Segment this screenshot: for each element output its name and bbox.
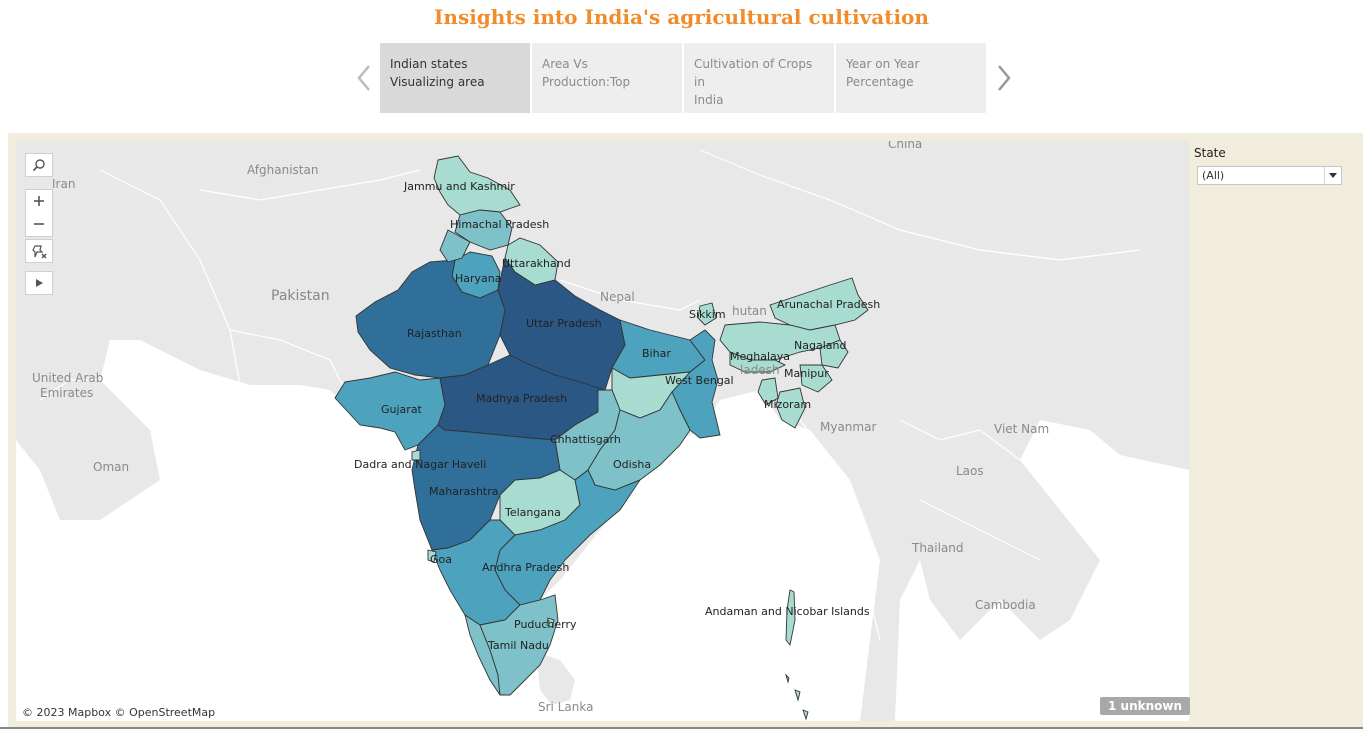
state-label-maharashtra: Maharashtra (429, 485, 499, 498)
previous-story-button[interactable] (352, 43, 380, 113)
state-label-dadra-nagar-haveli: Dadra and Nagar Haveli (354, 458, 486, 471)
country-label-uae-line1: United Arab (32, 371, 103, 385)
play-icon (36, 279, 43, 287)
state-label-himachal-pradesh: Himachal Pradesh (450, 218, 549, 231)
state-label-rajasthan: Rajasthan (407, 327, 462, 340)
state-tripura[interactable] (757, 377, 779, 406)
state-filter-dropdown[interactable]: (All) (1197, 166, 1342, 185)
story-tab-year-on-year[interactable]: Year on Year Percentage (836, 43, 986, 113)
country-label-iran: Iran (52, 177, 75, 191)
state-label-andhra-pradesh: Andhra Pradesh (482, 561, 569, 574)
chevron-right-icon (998, 65, 1011, 91)
story-tab-indian-states[interactable]: Indian states Visualizing area (380, 43, 530, 113)
country-label-vietnam: Viet Nam (994, 422, 1049, 436)
state-label-uttar-pradesh: Uttar Pradesh (526, 317, 602, 330)
state-label-gujarat: Gujarat (381, 403, 423, 416)
state-label-haryana: Haryana (455, 272, 502, 285)
state-label-manipur: Manipur (784, 367, 829, 380)
country-label-bhutan: hutan (732, 304, 767, 318)
country-label-nepal: Nepal (600, 290, 635, 304)
state-filter-label: State (1194, 146, 1226, 160)
country-label-pakistan: Pakistan (271, 288, 330, 304)
state-label-madhya-pradesh: Madhya Pradesh (476, 392, 567, 405)
map-attribution[interactable]: © 2023 Mapbox © OpenStreetMap (22, 706, 216, 719)
state-dadra-nagar-haveli[interactable] (411, 449, 421, 461)
state-filter-value: (All) (1202, 169, 1225, 182)
pin-reset-icon (32, 245, 47, 259)
country-label-china: China (888, 141, 922, 151)
search-icon (32, 159, 45, 172)
map-zoom-in-button[interactable] (25, 189, 53, 213)
zoom-in-icon (34, 196, 44, 206)
map-zoom-out-button[interactable] (25, 213, 53, 237)
zoom-out-icon (34, 223, 44, 225)
india-states (334, 155, 869, 721)
state-sikkim[interactable] (697, 302, 717, 326)
state-label-jammu-kashmir: Jammu and Kashmir (403, 180, 515, 193)
state-goa[interactable] (427, 549, 437, 563)
state-label-mizoram: Mizoram (764, 398, 811, 411)
state-label-puducherry: Puducherry (514, 618, 577, 631)
state-label-bihar: Bihar (642, 347, 671, 360)
state-label-telangana: Telangana (504, 506, 561, 519)
state-label-goa: Goa (430, 553, 452, 566)
state-label-chhattisgarh: Chhattisgarh (550, 433, 621, 446)
chevron-left-icon (357, 65, 370, 91)
country-label-bangladesh: ladesh (740, 363, 780, 377)
land-arabia (16, 395, 130, 520)
unknown-locations-badge[interactable]: 1 unknown (1100, 697, 1191, 715)
state-meghalaya[interactable] (729, 351, 787, 373)
state-label-tamil-nadu: Tamil Nadu (487, 639, 549, 652)
caret-down-icon (1329, 173, 1337, 178)
bottom-border (0, 727, 1363, 729)
country-label-oman: Oman (93, 460, 129, 474)
state-mizoram[interactable] (775, 387, 806, 429)
state-filter-caret[interactable] (1324, 167, 1341, 184)
state-label-arunachal-pradesh: Arunachal Pradesh (777, 298, 880, 311)
country-label-sri-lanka: Sri Lanka (538, 700, 593, 714)
country-label-cambodia: Cambodia (975, 598, 1036, 612)
map-canvas[interactable]: China Iran Afghanistan Pakistan Nepal hu… (16, 141, 1189, 721)
country-borders (39, 149, 1141, 641)
state-label-andaman-nicobar: Andaman and Nicobar Islands (705, 605, 870, 618)
state-arunachal-pradesh[interactable] (769, 277, 869, 331)
dashboard-title: Insights into India's agricultural culti… (434, 5, 929, 29)
country-label-uae-line2: Emirates (40, 386, 93, 400)
next-story-button[interactable] (992, 43, 1020, 113)
map-toolbar-expand-button[interactable] (25, 271, 53, 295)
state-odisha[interactable] (587, 391, 691, 491)
state-label-sikkim: Sikkim (689, 308, 726, 321)
state-karnataka[interactable] (431, 519, 521, 626)
map-reset-pin-button[interactable] (25, 239, 53, 263)
state-label-nagaland: Nagaland (794, 339, 846, 352)
story-tab-area-vs-production[interactable]: Area Vs Production:Top (532, 43, 682, 113)
state-label-odisha: Odisha (613, 458, 651, 471)
state-andaman-nicobar[interactable] (785, 589, 809, 721)
map-search-button[interactable] (25, 153, 53, 177)
state-manipur[interactable] (799, 364, 833, 393)
india-map[interactable]: China Iran Afghanistan Pakistan Nepal hu… (16, 141, 1189, 721)
country-label-myanmar: Myanmar (820, 420, 876, 434)
country-label-afghanistan: Afghanistan (247, 163, 318, 177)
state-label-meghalaya: Meghalaya (730, 350, 790, 363)
state-label-west-bengal: West Bengal (665, 374, 734, 387)
state-puducherry[interactable] (546, 617, 555, 628)
land-sri-lanka (538, 655, 575, 705)
state-nagaland[interactable] (819, 339, 849, 369)
state-delhi-punjab[interactable] (439, 229, 471, 263)
country-label-laos: Laos (956, 464, 984, 478)
country-label-thailand: Thailand (911, 541, 964, 555)
state-tamil-nadu[interactable] (479, 594, 559, 696)
story-tab-cultivation-of-crops[interactable]: Cultivation of Crops in India (684, 43, 834, 113)
state-label-uttarakhand: Uttarakhand (502, 257, 571, 270)
